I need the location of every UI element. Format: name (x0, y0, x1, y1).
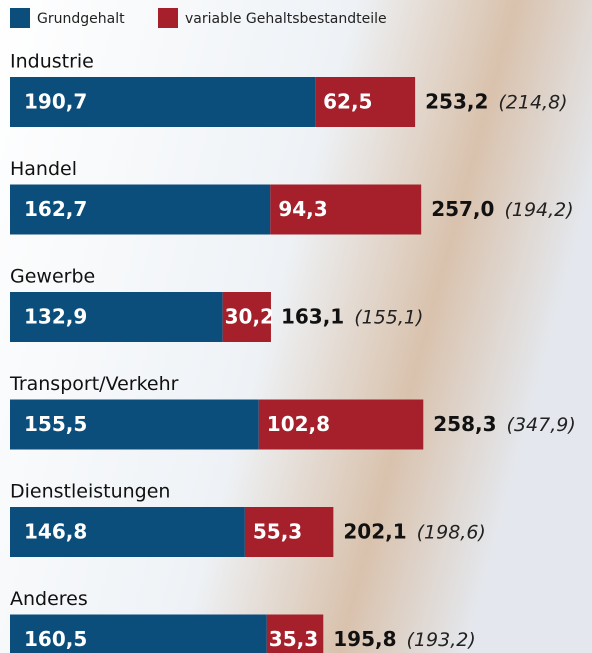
legend-swatch (10, 8, 30, 28)
legend-swatch (158, 8, 178, 28)
previous-label: (214,8) (498, 92, 567, 114)
category-label: Anderes (10, 588, 88, 610)
bar-value-label: 102,8 (267, 412, 330, 436)
previous-label: (347,9) (507, 414, 576, 436)
bar-value-label: 62,5 (323, 90, 372, 114)
legend-label: Grundgehalt (37, 11, 125, 27)
category-label: Dienstleistungen (10, 481, 170, 503)
total-label: 163,1 (281, 305, 344, 329)
total-label: 253,2 (425, 90, 488, 114)
total-label: 258,3 (433, 412, 496, 436)
previous-label: (155,1) (354, 307, 423, 329)
previous-label: (193,2) (407, 629, 476, 651)
bar-value-label: 94,3 (278, 197, 327, 221)
bar-value-label: 146,8 (24, 520, 87, 544)
category-label: Transport/Verkehr (9, 373, 179, 395)
category-label: Gewerbe (10, 266, 95, 288)
legend-label: variable Gehaltsbestandteile (185, 11, 387, 27)
bar-value-label: 160,5 (24, 627, 87, 651)
bar-value-label: 155,5 (24, 412, 87, 436)
bar-value-label: 30,2 (225, 305, 274, 329)
total-label: 195,8 (333, 627, 396, 651)
bar-value-label: 162,7 (24, 197, 87, 221)
category-label: Industrie (10, 51, 94, 73)
chart: Grundgehalt variable Gehaltsbestandteile I… (0, 0, 592, 653)
total-label: 202,1 (343, 520, 406, 544)
bar-value-label: 132,9 (24, 305, 87, 329)
previous-label: (198,6) (417, 522, 486, 544)
bar-value-label: 55,3 (253, 520, 302, 544)
total-label: 257,0 (431, 197, 494, 221)
bar-value-label: 35,3 (269, 627, 318, 651)
bar-value-label: 190,7 (24, 90, 87, 114)
previous-label: (194,2) (504, 199, 573, 221)
category-label: Handel (10, 158, 77, 180)
